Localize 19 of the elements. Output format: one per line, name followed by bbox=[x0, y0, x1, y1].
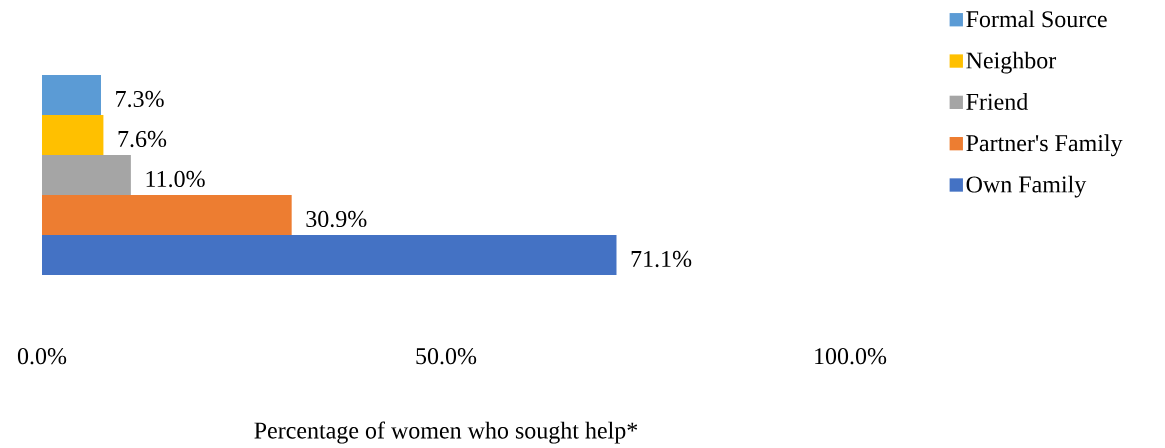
data-label: 7.3% bbox=[116, 90, 164, 108]
bar bbox=[42, 155, 131, 195]
bar bbox=[42, 195, 292, 235]
data-label: 30.9% bbox=[306, 210, 367, 228]
data-label: 11.0% bbox=[146, 170, 205, 188]
legend-label: Partner's Family bbox=[966, 134, 1123, 157]
legend-label: Own Family bbox=[966, 175, 1087, 198]
legend-label: Formal Source bbox=[966, 10, 1107, 28]
legend-label: Neighbor bbox=[966, 51, 1057, 74]
x-axis-title: Percentage of women who sought help* bbox=[254, 421, 638, 444]
x-tick-label: 100.0% bbox=[815, 348, 887, 365]
bar bbox=[42, 235, 617, 275]
bar bbox=[42, 75, 101, 115]
x-tick-label: 50.0% bbox=[416, 348, 477, 365]
data-label: 71.1% bbox=[631, 250, 692, 268]
legend-label: Friend bbox=[966, 93, 1028, 110]
x-tick-label: 0.0% bbox=[17, 348, 67, 365]
data-label: 7.6% bbox=[118, 130, 167, 148]
bar bbox=[42, 115, 104, 155]
